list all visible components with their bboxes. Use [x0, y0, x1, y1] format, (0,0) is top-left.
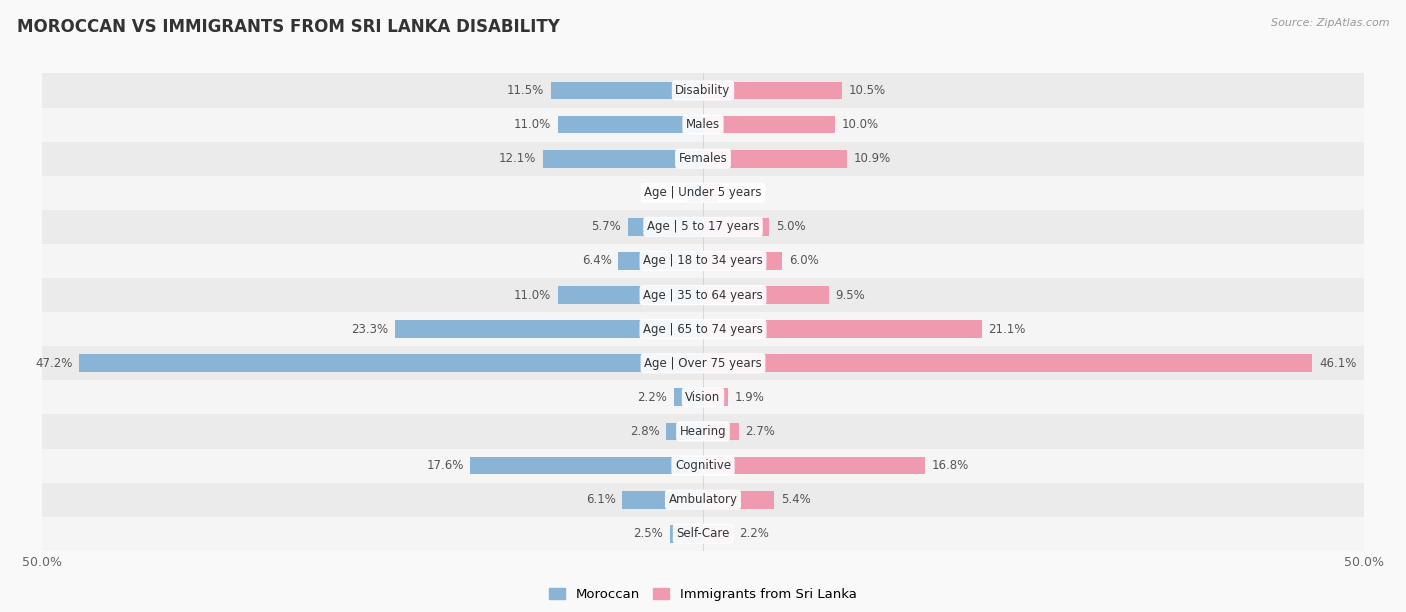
Text: 17.6%: 17.6%	[426, 459, 464, 472]
Text: Age | Under 5 years: Age | Under 5 years	[644, 186, 762, 200]
Text: 10.9%: 10.9%	[853, 152, 891, 165]
Bar	[703, 116, 835, 133]
Text: Source: ZipAtlas.com: Source: ZipAtlas.com	[1271, 18, 1389, 28]
Bar	[558, 286, 703, 304]
Text: Age | 18 to 34 years: Age | 18 to 34 years	[643, 255, 763, 267]
Bar	[42, 210, 1364, 244]
Text: 2.2%: 2.2%	[637, 391, 668, 404]
Bar	[703, 81, 842, 99]
Bar	[703, 423, 738, 440]
Bar	[669, 525, 703, 543]
Text: 12.1%: 12.1%	[499, 152, 537, 165]
Bar	[703, 320, 981, 338]
Text: Disability: Disability	[675, 84, 731, 97]
Text: Ambulatory: Ambulatory	[668, 493, 738, 506]
Bar	[42, 449, 1364, 483]
Bar	[42, 312, 1364, 346]
Bar	[623, 491, 703, 509]
Bar	[79, 354, 703, 372]
Bar	[703, 354, 1312, 372]
Text: Age | Over 75 years: Age | Over 75 years	[644, 357, 762, 370]
Text: 2.7%: 2.7%	[745, 425, 775, 438]
Bar	[558, 116, 703, 133]
Bar	[42, 414, 1364, 449]
Text: Vision: Vision	[685, 391, 721, 404]
Text: 6.4%: 6.4%	[582, 255, 612, 267]
Text: MOROCCAN VS IMMIGRANTS FROM SRI LANKA DISABILITY: MOROCCAN VS IMMIGRANTS FROM SRI LANKA DI…	[17, 18, 560, 36]
Bar	[703, 491, 775, 509]
Bar	[703, 184, 717, 201]
Bar	[42, 278, 1364, 312]
Text: 23.3%: 23.3%	[352, 323, 388, 335]
Text: 10.5%: 10.5%	[848, 84, 886, 97]
Text: 2.8%: 2.8%	[630, 425, 659, 438]
Bar	[703, 252, 782, 270]
Bar	[627, 218, 703, 236]
Text: 11.5%: 11.5%	[508, 84, 544, 97]
Text: 46.1%: 46.1%	[1319, 357, 1357, 370]
Text: 2.5%: 2.5%	[634, 528, 664, 540]
Text: Females: Females	[679, 152, 727, 165]
Text: 1.9%: 1.9%	[735, 391, 765, 404]
Text: Cognitive: Cognitive	[675, 459, 731, 472]
Bar	[703, 389, 728, 406]
Text: 11.0%: 11.0%	[513, 289, 551, 302]
Bar	[42, 517, 1364, 551]
Bar	[42, 73, 1364, 108]
Text: 5.4%: 5.4%	[780, 493, 811, 506]
Text: 5.0%: 5.0%	[776, 220, 806, 233]
Bar	[42, 108, 1364, 141]
Bar	[703, 525, 733, 543]
Text: 9.5%: 9.5%	[835, 289, 865, 302]
Text: 47.2%: 47.2%	[35, 357, 73, 370]
Bar	[42, 244, 1364, 278]
Text: 11.0%: 11.0%	[513, 118, 551, 131]
Bar	[42, 176, 1364, 210]
Text: Age | 5 to 17 years: Age | 5 to 17 years	[647, 220, 759, 233]
Text: 1.1%: 1.1%	[724, 186, 754, 200]
Text: 5.7%: 5.7%	[592, 220, 621, 233]
Bar	[395, 320, 703, 338]
Text: 2.2%: 2.2%	[738, 528, 769, 540]
Text: 16.8%: 16.8%	[932, 459, 969, 472]
Text: Hearing: Hearing	[679, 425, 727, 438]
Bar	[42, 483, 1364, 517]
Legend: Moroccan, Immigrants from Sri Lanka: Moroccan, Immigrants from Sri Lanka	[544, 583, 862, 606]
Bar	[471, 457, 703, 474]
Text: 21.1%: 21.1%	[988, 323, 1026, 335]
Text: Self-Care: Self-Care	[676, 528, 730, 540]
Text: Males: Males	[686, 118, 720, 131]
Bar	[673, 389, 703, 406]
Bar	[551, 81, 703, 99]
Bar	[703, 286, 828, 304]
Bar	[42, 380, 1364, 414]
Bar	[688, 184, 703, 201]
Bar	[703, 457, 925, 474]
Bar	[42, 141, 1364, 176]
Text: 10.0%: 10.0%	[842, 118, 879, 131]
Text: 6.1%: 6.1%	[586, 493, 616, 506]
Bar	[619, 252, 703, 270]
Bar	[703, 218, 769, 236]
Bar	[703, 150, 846, 168]
Text: 1.2%: 1.2%	[651, 186, 681, 200]
Bar	[543, 150, 703, 168]
Text: Age | 35 to 64 years: Age | 35 to 64 years	[643, 289, 763, 302]
Text: Age | 65 to 74 years: Age | 65 to 74 years	[643, 323, 763, 335]
Text: 6.0%: 6.0%	[789, 255, 818, 267]
Bar	[42, 346, 1364, 380]
Bar	[666, 423, 703, 440]
